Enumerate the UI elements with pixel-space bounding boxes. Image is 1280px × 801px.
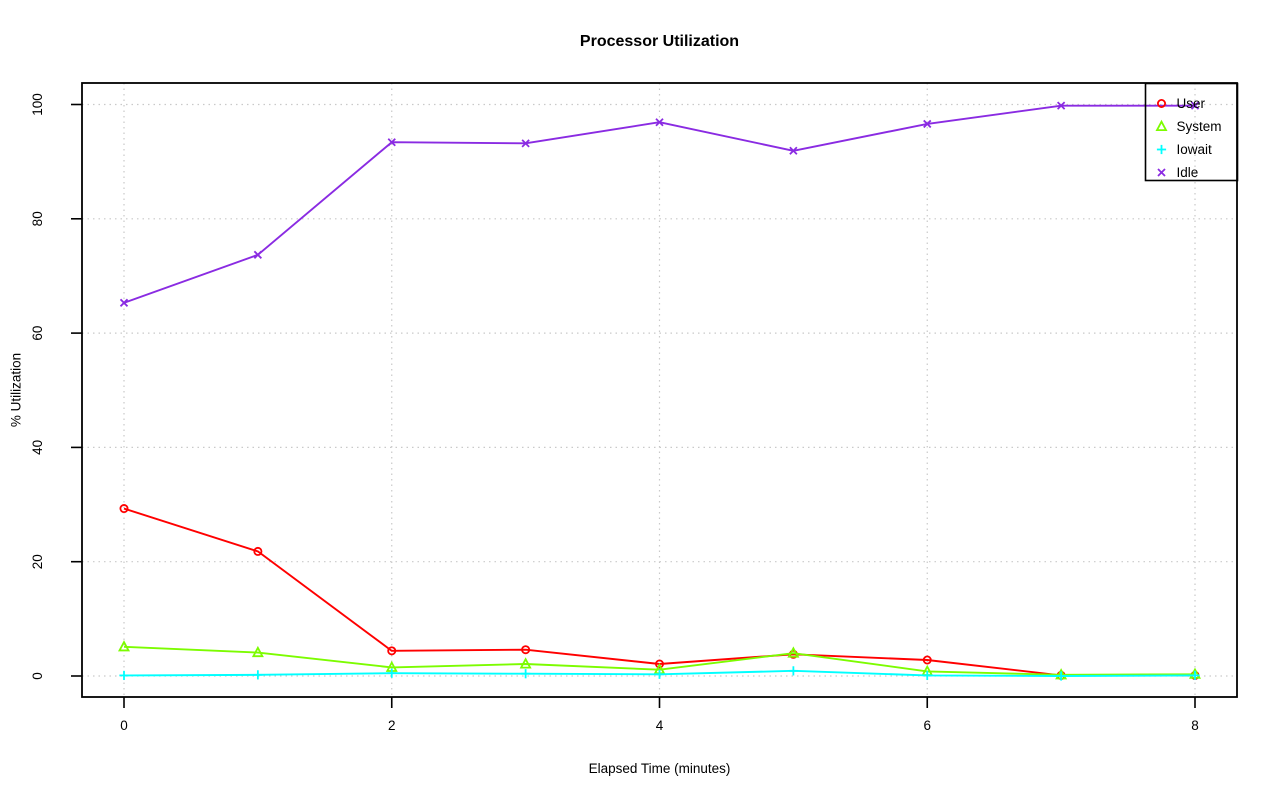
y-tick-label: 20 bbox=[30, 554, 45, 569]
gridlines bbox=[82, 83, 1237, 697]
marker-triangle bbox=[787, 646, 800, 658]
marker-triangle bbox=[1155, 119, 1168, 132]
marker-circle bbox=[521, 645, 531, 655]
marker-circle bbox=[119, 504, 129, 514]
marker-x bbox=[253, 250, 263, 259]
legend-item-user: User bbox=[1157, 96, 1206, 111]
marker-x bbox=[521, 139, 530, 148]
x-tick-label: 4 bbox=[656, 718, 664, 733]
series-user bbox=[119, 504, 1200, 680]
marker-x bbox=[789, 146, 798, 155]
marker-triangle bbox=[251, 645, 264, 658]
legend-label-system: System bbox=[1177, 119, 1222, 134]
x-tick-label: 0 bbox=[120, 718, 128, 733]
y-tick-label: 100 bbox=[30, 93, 45, 116]
legend-item-system: System bbox=[1155, 119, 1222, 134]
legend-label-user: User bbox=[1177, 96, 1206, 111]
x-tick-label: 6 bbox=[923, 718, 931, 733]
legend-label-idle: Idle bbox=[1177, 165, 1199, 180]
marker-circle bbox=[922, 655, 932, 665]
x-tick-label: 2 bbox=[388, 718, 396, 733]
marker-x bbox=[1056, 101, 1066, 110]
y-tick-label: 80 bbox=[30, 211, 45, 226]
marker-x bbox=[1190, 101, 1200, 110]
y-tick-label: 40 bbox=[30, 440, 45, 455]
y-axis-label: % Utilization bbox=[8, 352, 24, 428]
legend-item-iowait: Iowait bbox=[1156, 142, 1213, 157]
marker-x bbox=[119, 298, 129, 307]
marker-circle bbox=[253, 546, 263, 556]
marker-x bbox=[923, 119, 932, 129]
legend-box bbox=[1144, 82, 1239, 182]
y-tick-label: 0 bbox=[30, 672, 45, 680]
plot-box bbox=[81, 82, 1238, 698]
legend-item-idle: Idle bbox=[1157, 165, 1199, 180]
marker-circle bbox=[1157, 99, 1167, 109]
legend: User System Iowait Idle bbox=[1144, 82, 1239, 182]
marker-circle bbox=[387, 646, 397, 656]
marker-x bbox=[655, 118, 664, 127]
x-axis-label: Elapsed Time (minutes) bbox=[588, 761, 731, 776]
marker-triangle bbox=[117, 640, 131, 652]
marker-circle bbox=[655, 659, 665, 669]
chart-title: Processor Utilization bbox=[579, 33, 740, 50]
marker-x bbox=[387, 138, 396, 147]
series-iowait bbox=[119, 666, 1200, 681]
x-tick-label: 8 bbox=[1191, 718, 1199, 733]
legend-label-iowait: Iowait bbox=[1177, 142, 1213, 157]
y-tick-label: 60 bbox=[30, 326, 45, 341]
marker-triangle bbox=[519, 657, 532, 669]
axis-ticks bbox=[71, 103, 1196, 708]
marker-x bbox=[1157, 168, 1166, 177]
series-idle bbox=[119, 101, 1200, 307]
